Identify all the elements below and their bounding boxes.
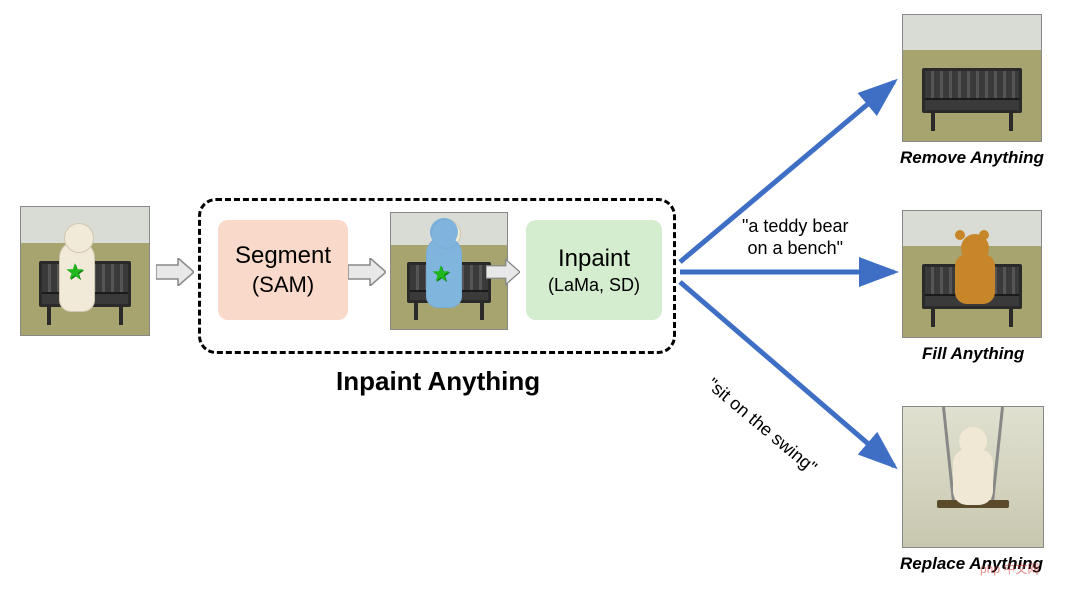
diagram-title: Inpaint Anything [336, 366, 540, 397]
inpaint-label-2: (LaMa, SD) [548, 274, 640, 297]
fill-prompt-line2: on a bench" [742, 238, 848, 260]
segment-label-2: (SAM) [252, 271, 314, 300]
arrow-icon [156, 258, 194, 286]
segment-label-1: Segment [235, 240, 331, 271]
inpaint-node: Inpaint (LaMa, SD) [526, 220, 662, 320]
fill-prompt: "a teddy bear on a bench" [742, 216, 848, 259]
output-remove-image [902, 14, 1042, 142]
fill-caption: Fill Anything [922, 344, 1024, 364]
segment-node: Segment (SAM) [218, 220, 348, 320]
replace-prompt: "sit on the swing" [702, 374, 821, 479]
watermark: php 中文网 [980, 560, 1039, 577]
output-fill-image [902, 210, 1042, 338]
arrow-icon [348, 258, 386, 286]
star-icon: ★ [65, 259, 85, 285]
arrow-icon [486, 258, 520, 286]
star-icon: ★ [431, 261, 451, 287]
inpaint-label-1: Inpaint [558, 243, 630, 274]
remove-caption: Remove Anything [900, 148, 1044, 168]
fill-prompt-line1: "a teddy bear [742, 216, 848, 238]
input-image: ★ [20, 206, 150, 336]
output-replace-image [902, 406, 1044, 548]
